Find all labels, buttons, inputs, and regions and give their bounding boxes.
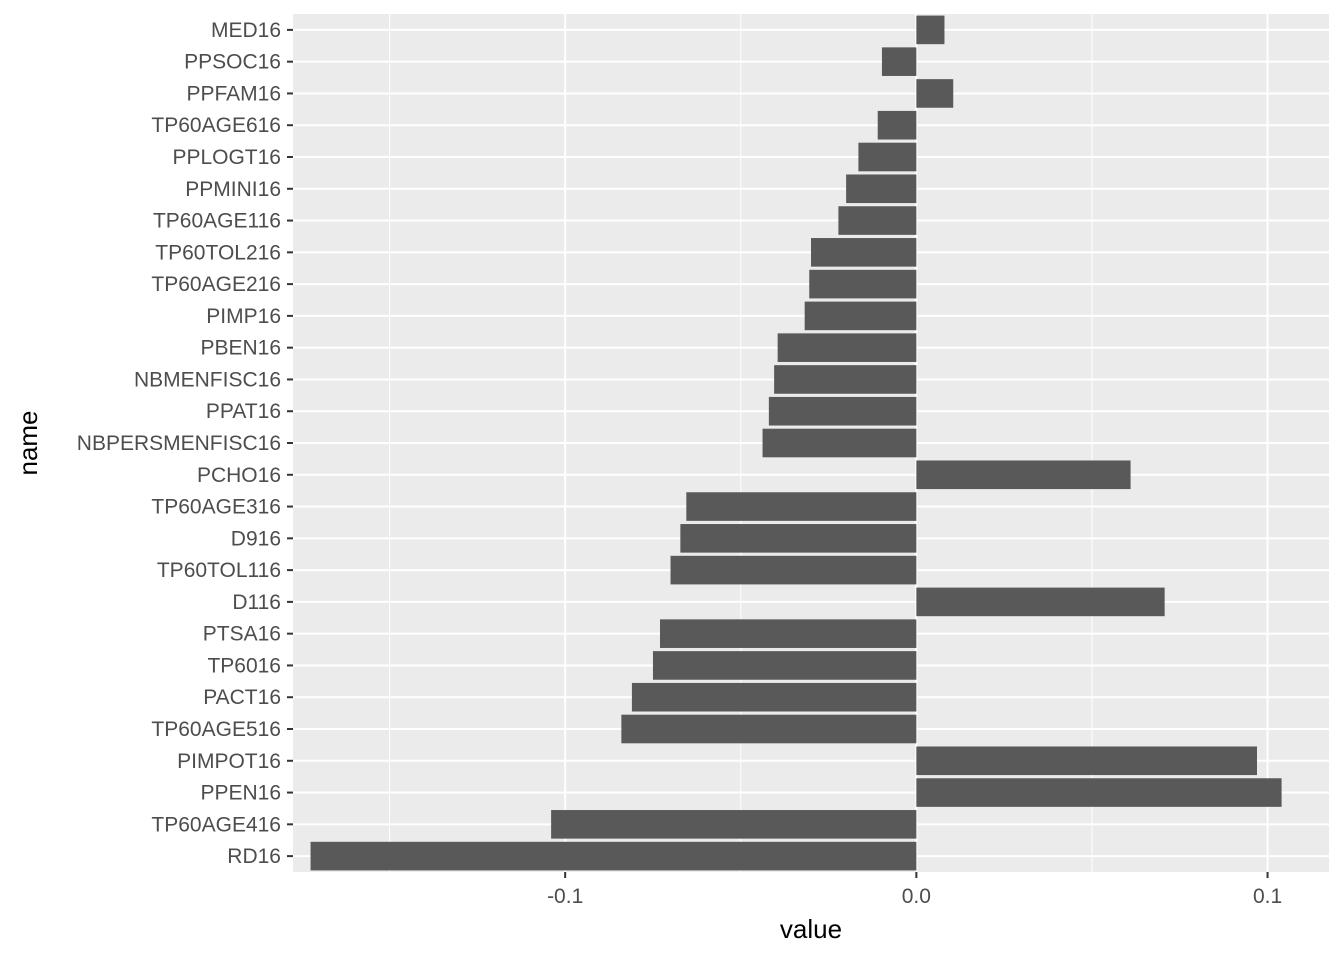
bar-med16 <box>916 15 945 45</box>
y-tick-label: TP60AGE416 <box>151 813 281 836</box>
bar-pimpot16 <box>916 746 1258 776</box>
bar-ptsa16 <box>659 619 917 648</box>
x-axis-title: value <box>780 914 842 944</box>
y-tick-label: PPLOGT16 <box>172 146 281 169</box>
bar-nbmenfisc16 <box>774 365 917 394</box>
y-tick-label: RD16 <box>227 845 281 868</box>
y-tick-label: PPEN16 <box>200 782 281 805</box>
y-tick-label: PIMP16 <box>206 305 281 328</box>
bar-pplogt16 <box>858 142 917 172</box>
bar-pcho16 <box>916 460 1131 490</box>
bar-tp60age616 <box>877 110 917 140</box>
bar-d916 <box>680 524 917 553</box>
bar-ppfam16 <box>916 79 954 108</box>
y-tick-label: PACT16 <box>203 686 281 709</box>
bar-tp60age416 <box>551 810 917 839</box>
y-tick-label: MED16 <box>211 19 281 42</box>
y-tick-label: TP60AGE316 <box>151 496 281 519</box>
y-tick-label: PBEN16 <box>200 337 281 360</box>
y-tick-label: TP60AGE616 <box>151 114 281 137</box>
y-tick-label: PPAT16 <box>206 400 281 423</box>
bar-nbpersmenfisc16 <box>762 428 917 458</box>
bar-d116 <box>916 587 1165 617</box>
y-tick-label: NBPERSMENFISC16 <box>77 432 281 455</box>
y-tick-label: PPFAM16 <box>186 82 281 105</box>
y-axis: MED16 PPSOC16 PPFAM16 TP60AGE616 PPLOGT16 PPM… <box>77 19 293 868</box>
bar-tp60age216 <box>809 269 917 299</box>
bar-tp6016 <box>652 651 917 680</box>
bar-tp60tol216 <box>811 238 917 267</box>
bar-tp60age316 <box>686 492 917 521</box>
x-tick-label: -0.1 <box>547 885 583 908</box>
bar-tp60age116 <box>838 206 917 235</box>
y-tick-label: TP60AGE116 <box>153 210 281 233</box>
bar-tp60tol116 <box>670 555 917 585</box>
bar-pben16 <box>777 333 917 362</box>
bar-rd16 <box>310 841 917 871</box>
y-tick-label: TP6016 <box>207 654 281 677</box>
bar-ppat16 <box>768 396 917 426</box>
y-tick-label: PPMINI16 <box>185 178 281 201</box>
bar-ppmini16 <box>846 174 917 204</box>
y-tick-label: TP60TOL216 <box>155 241 281 264</box>
y-tick-label: NBMENFISC16 <box>134 368 281 391</box>
y-tick-label: PPSOC16 <box>184 51 281 74</box>
bar-ppen16 <box>916 778 1282 807</box>
x-axis: -0.1 0.0 0.1 <box>547 872 1282 908</box>
x-tick-label: 0.1 <box>1253 885 1282 908</box>
y-tick-label: TP60TOL116 <box>157 559 281 582</box>
bar-tp60age516 <box>621 714 917 744</box>
y-tick-label: TP60AGE216 <box>151 273 281 296</box>
y-tick-label: TP60AGE516 <box>151 718 281 741</box>
y-tick-label: PIMPOT16 <box>177 750 281 773</box>
y-tick-label: D916 <box>231 527 281 550</box>
bar-ppsoc16 <box>881 47 917 76</box>
y-tick-label: PCHO16 <box>197 464 281 487</box>
bar-pact16 <box>631 682 917 712</box>
bars <box>310 15 1282 871</box>
y-tick-label: D116 <box>232 591 281 614</box>
bar-pimp16 <box>804 301 917 331</box>
y-tick-label: PTSA16 <box>203 623 281 646</box>
y-axis-title: name <box>13 410 43 475</box>
x-tick-label: 0.0 <box>902 885 931 908</box>
